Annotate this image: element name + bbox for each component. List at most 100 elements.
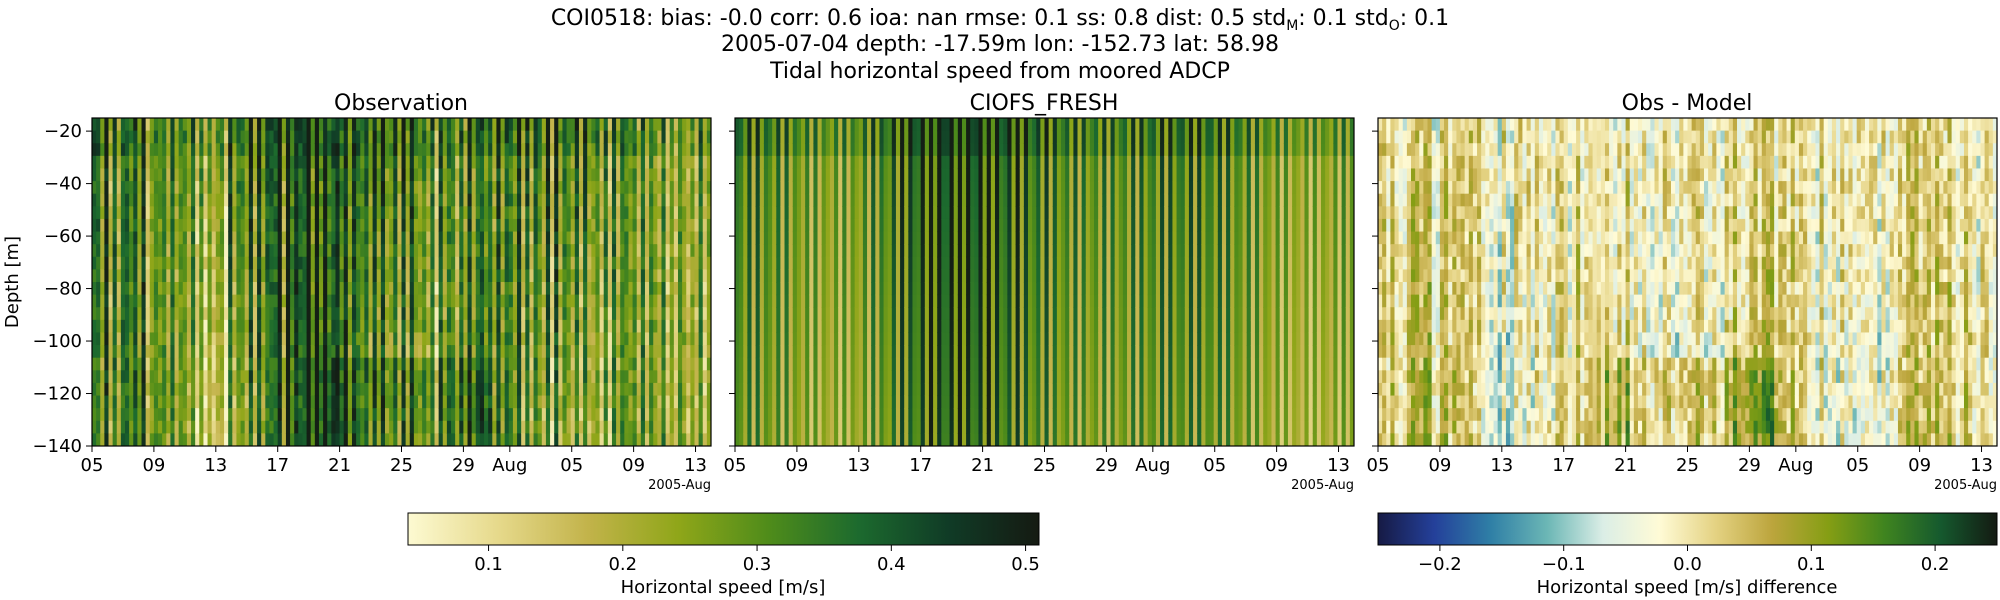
heatmap-cell: [702, 218, 708, 233]
heatmap-cell: [166, 244, 172, 258]
heatmap-cell: [541, 433, 547, 446]
heatmap-cell: [862, 395, 868, 409]
heatmap-cell: [318, 370, 324, 384]
heatmap-cell: [475, 218, 481, 233]
heatmap-cell: [149, 206, 155, 220]
heatmap-cell: [834, 345, 839, 359]
heatmap-cell: [661, 420, 667, 434]
heatmap-cell: [578, 307, 584, 321]
heatmap-cell: [372, 319, 378, 334]
heatmap-cell: [290, 282, 295, 296]
heatmap-cell: [607, 395, 613, 409]
heatmap-cell: [92, 155, 97, 170]
heatmap-cell: [195, 143, 200, 157]
heatmap-cell: [735, 370, 740, 384]
heatmap-cell: [467, 130, 473, 144]
heatmap-cell: [116, 433, 122, 446]
heatmap-cell: [883, 218, 889, 233]
heatmap-cell: [751, 206, 757, 220]
heatmap-cell: [327, 420, 332, 434]
heatmap-cell: [203, 307, 209, 321]
heatmap-cell: [792, 294, 798, 308]
heatmap-cell: [100, 370, 105, 384]
heatmap-cell: [751, 143, 757, 157]
heatmap-cell: [776, 332, 781, 346]
heatmap-cell: [92, 382, 97, 397]
heatmap-cell: [219, 130, 225, 144]
heatmap-cell: [525, 206, 531, 220]
heatmap-cell: [550, 282, 555, 296]
heatmap-cell: [751, 193, 757, 207]
heatmap-cell: [137, 231, 143, 245]
heatmap-cell: [698, 420, 704, 434]
heatmap-cell: [850, 193, 856, 207]
heatmap-cell: [653, 294, 658, 308]
heatmap-cell: [768, 130, 773, 144]
heatmap-cell: [904, 231, 909, 245]
heatmap-cell: [496, 319, 502, 334]
heatmap-cell: [351, 319, 357, 334]
heatmap-cell: [673, 168, 679, 182]
heatmap-cell: [281, 294, 287, 308]
heatmap-cell: [562, 382, 568, 397]
heatmap-cell: [310, 231, 316, 245]
heatmap-cell: [834, 420, 839, 434]
heatmap-cell: [879, 420, 885, 434]
heatmap-cell: [545, 218, 551, 233]
heatmap-cell: [356, 256, 361, 270]
heatmap-cell: [471, 382, 477, 397]
heatmap-cell: [578, 433, 584, 446]
heatmap-cell: [825, 206, 831, 220]
heatmap-cell: [166, 357, 172, 371]
heatmap-cell: [368, 118, 374, 132]
heatmap-cell: [273, 395, 279, 409]
heatmap-cell: [521, 420, 526, 434]
heatmap-cell: [624, 408, 630, 422]
heatmap-cell: [653, 218, 658, 233]
heatmap-cell: [574, 244, 580, 258]
heatmap-cell: [595, 244, 601, 258]
heatmap-cell: [842, 357, 848, 371]
heatmap-cell: [269, 206, 275, 220]
heatmap-cell: [327, 395, 332, 409]
heatmap-cell: [669, 357, 675, 371]
heatmap-cell: [100, 143, 105, 157]
heatmap-cell: [125, 193, 130, 207]
heatmap-cell: [558, 395, 564, 409]
heatmap-cell: [900, 282, 905, 296]
heatmap-cell: [500, 218, 506, 233]
heatmap-cell: [372, 307, 378, 321]
heatmap-cell: [310, 181, 316, 195]
heatmap-cell: [755, 218, 761, 233]
heatmap-cell: [133, 395, 138, 409]
heatmap-cell: [817, 244, 823, 258]
heatmap-cell: [657, 332, 663, 346]
heatmap-cell: [607, 143, 613, 157]
heatmap-cell: [335, 118, 341, 132]
heatmap-cell: [525, 168, 531, 182]
heatmap-cell: [817, 319, 823, 334]
heatmap-cell: [153, 345, 159, 359]
heatmap-cell: [108, 282, 114, 296]
heatmap-cell: [690, 130, 696, 144]
heatmap-cell: [215, 395, 221, 409]
heatmap-cell: [389, 168, 394, 182]
heatmap-cell: [451, 130, 456, 144]
heatmap-cell: [529, 319, 535, 334]
heatmap-cell: [904, 130, 909, 144]
heatmap-cell: [628, 256, 634, 270]
heatmap-cell: [867, 130, 872, 144]
heatmap-cell: [690, 395, 696, 409]
heatmap-cell: [554, 433, 559, 446]
heatmap-cell: [191, 370, 196, 384]
heatmap-cell: [607, 256, 613, 270]
heatmap-cell: [281, 218, 287, 233]
heatmap-cell: [550, 382, 555, 397]
heatmap-cell: [409, 155, 415, 170]
heatmap-cell: [796, 307, 802, 321]
heatmap-cell: [500, 256, 506, 270]
heatmap-cell: [302, 218, 308, 233]
heatmap-cell: [492, 408, 498, 422]
heatmap-cell: [673, 395, 679, 409]
heatmap-cell: [871, 130, 876, 144]
